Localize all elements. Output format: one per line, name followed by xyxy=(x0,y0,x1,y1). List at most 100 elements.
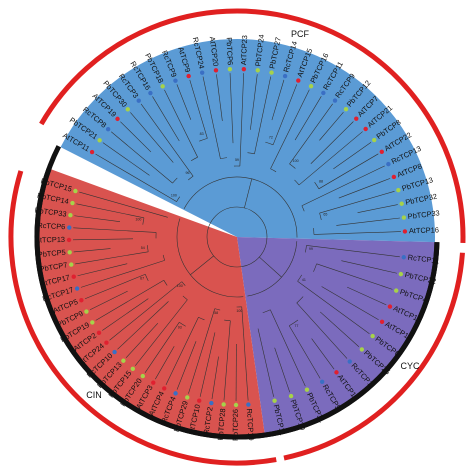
leaf-label: AtTCP20 xyxy=(208,36,221,67)
branch-join-pcf xyxy=(172,177,178,184)
branch-cyc xyxy=(257,328,274,397)
branch-cin xyxy=(77,263,128,277)
clade-labels: PCF CIN CYC xyxy=(86,29,420,400)
leaf-dot xyxy=(282,73,288,79)
leaf-dot xyxy=(396,187,401,193)
leaf-dot xyxy=(173,391,178,396)
leaf-dot xyxy=(97,138,102,143)
leaf-dot xyxy=(399,201,404,206)
branch-pcf xyxy=(189,79,208,139)
branch-cin xyxy=(75,251,149,265)
branch-join-pcf xyxy=(301,205,305,212)
branch-pcf xyxy=(102,142,150,176)
leaf-markers xyxy=(66,66,408,408)
branch-cyc xyxy=(296,302,348,359)
branch-cin xyxy=(73,248,111,253)
branch-cin xyxy=(135,299,188,366)
leaf-dot xyxy=(115,116,120,122)
leaf-dot xyxy=(334,370,339,375)
leaf-dot xyxy=(162,386,167,391)
branch-pcf xyxy=(310,121,354,164)
leaf-dot xyxy=(74,286,80,291)
branch-cin xyxy=(125,322,159,359)
branch-pcf xyxy=(202,76,221,159)
leaf-dot xyxy=(347,359,352,364)
leaf-dot xyxy=(173,78,178,83)
leaf-dot xyxy=(370,333,375,339)
leaf-dot xyxy=(296,78,301,83)
branch-pcf xyxy=(336,217,400,226)
branch-pcf xyxy=(319,191,395,214)
leaf-dot xyxy=(121,358,126,363)
branch-cin xyxy=(155,346,175,380)
branch-cin xyxy=(89,290,128,311)
leaf-dot xyxy=(304,387,310,392)
leaf-dot xyxy=(354,116,359,121)
leaf-dot xyxy=(379,149,384,154)
leaf-dot xyxy=(227,66,233,72)
branch-join-cin xyxy=(198,316,205,321)
leaf-dot xyxy=(308,84,314,89)
branch-pcf xyxy=(270,89,310,169)
branch-join-pcf xyxy=(289,163,296,169)
branch-join-cyc xyxy=(262,309,271,314)
leaf-dot xyxy=(185,395,190,400)
branch-join-cyc xyxy=(304,245,307,253)
branch-join-cin xyxy=(142,217,145,225)
branch-pcf xyxy=(216,74,223,121)
branch-pcf xyxy=(176,84,192,120)
leaf-dot xyxy=(363,126,368,132)
branch-join-pcf xyxy=(247,152,255,155)
branch-join-pcf xyxy=(220,157,228,160)
branch-pcf xyxy=(357,204,398,213)
branch-join-pcf xyxy=(190,156,198,161)
branch-cin xyxy=(79,191,168,218)
branch-join-cin xyxy=(147,245,149,252)
branch-cyc xyxy=(270,309,306,387)
branch-cin xyxy=(76,203,145,219)
leaf-dot xyxy=(321,90,326,96)
leaf-label: PbTCP5 xyxy=(37,248,66,260)
leaf-label: PbTCP26 xyxy=(231,409,240,441)
inner-ring-cin xyxy=(34,167,266,440)
branch-pcf xyxy=(130,112,174,163)
leaf-label: PbTCP28 xyxy=(216,408,228,441)
branch-join-pcf xyxy=(199,138,208,142)
leaf-dot xyxy=(387,304,393,309)
branch-pcf xyxy=(111,131,173,184)
branch-cyc xyxy=(311,338,335,370)
leaf-dot xyxy=(96,330,102,336)
leaf-label: PbTCP33 xyxy=(34,206,67,219)
leaf-dot xyxy=(233,402,239,408)
branch-join-pcf xyxy=(294,179,300,186)
leaf-dot xyxy=(269,70,274,75)
branch-pcf xyxy=(313,231,401,235)
branch-cyc xyxy=(297,281,370,334)
branch-cyc xyxy=(306,245,400,258)
support-value: 99 xyxy=(309,247,313,251)
root-arc xyxy=(206,206,268,268)
stem-cyc xyxy=(259,256,282,278)
leaf-dot xyxy=(199,70,205,75)
branch-cyc xyxy=(321,286,379,321)
support-value: 41 xyxy=(302,278,306,282)
branch-join-cin xyxy=(224,319,231,322)
branch-cin xyxy=(102,298,149,331)
branch-pcf xyxy=(140,103,194,177)
leaf-dot xyxy=(67,250,72,255)
branch-cin xyxy=(223,320,231,401)
leaf-dot xyxy=(386,161,391,167)
leaf-dot xyxy=(332,98,338,103)
branch-cin xyxy=(188,308,216,394)
branch-cin xyxy=(117,301,169,350)
leaf-label: PbTCP33 xyxy=(407,208,440,221)
branch-cin xyxy=(199,332,216,397)
leaf-label: AtTCP23 xyxy=(239,35,249,65)
stem-cin xyxy=(190,255,214,275)
branch-join-cin xyxy=(162,254,165,261)
support-value: 100 xyxy=(236,309,242,313)
branch-cyc xyxy=(316,263,393,290)
outer-ring-pcf xyxy=(39,8,466,243)
leaf-dot xyxy=(69,262,74,267)
